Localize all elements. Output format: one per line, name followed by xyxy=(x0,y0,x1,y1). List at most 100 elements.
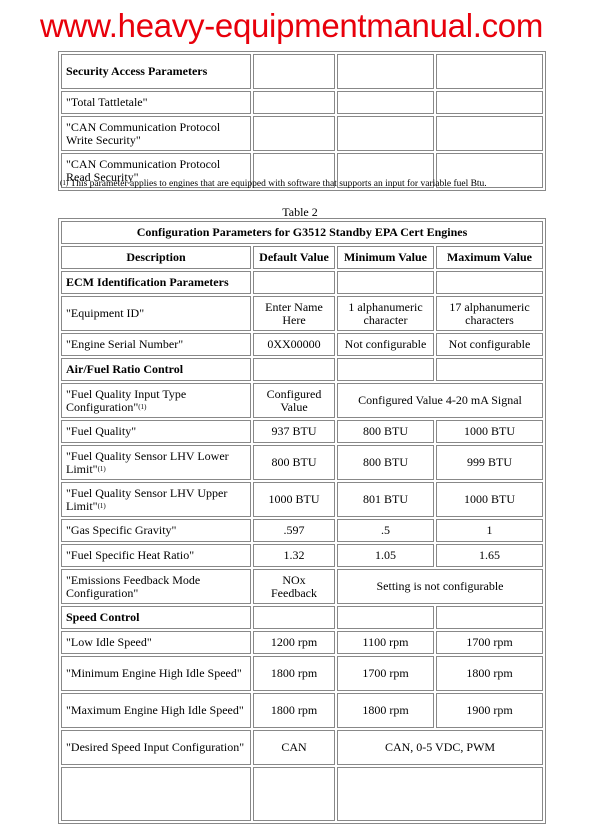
table-cell: "Minimum Engine High Idle Speed" xyxy=(61,656,251,691)
table-title: Configuration Parameters for G3512 Stand… xyxy=(61,221,543,244)
table-cell: Configured Value xyxy=(253,383,335,418)
table-cell: Enter Name Here xyxy=(253,296,335,331)
table-row: "Fuel Quality" 937 BTU 800 BTU 1000 BTU xyxy=(61,420,543,443)
table-cell: 800 BTU xyxy=(253,445,335,480)
table-cell: "Maximum Engine High Idle Speed" xyxy=(61,693,251,728)
table-row: "Fuel Quality Input Type Configuration"(… xyxy=(61,383,543,418)
table-cell: "Equipment ID" xyxy=(61,296,251,331)
footnote: (1) This parameter applies to engines th… xyxy=(60,179,487,189)
table-cell: 1100 rpm xyxy=(337,631,434,654)
table-title-row: Configuration Parameters for G3512 Stand… xyxy=(61,221,543,244)
footnote-marker: (1) xyxy=(138,402,147,411)
table-cell: "Fuel Specific Heat Ratio" xyxy=(61,544,251,567)
table-cell: "Fuel Quality Input Type Configuration"(… xyxy=(61,383,251,418)
table-cell: CAN, 0-5 VDC, PWM xyxy=(337,730,543,765)
footnote-text: This parameter applies to engines that a… xyxy=(70,179,487,189)
table-cell: 1.65 xyxy=(436,544,543,567)
table-row: "Fuel Quality Sensor LHV Upper Limit"(1)… xyxy=(61,482,543,517)
footnote-marker: (1) xyxy=(97,464,106,473)
table-cell: CAN xyxy=(253,730,335,765)
table-row: "Low Idle Speed" 1200 rpm 1100 rpm 1700 rpm xyxy=(61,631,543,654)
table-cell: Not configurable xyxy=(337,333,434,356)
table-cell: Speed Control xyxy=(61,606,251,629)
table-row: "Minimum Engine High Idle Speed" 1800 rpm… xyxy=(61,656,543,691)
table-cell xyxy=(253,358,335,381)
table-cell: Configured Value 4-20 mA Signal xyxy=(337,383,543,418)
table-cell: 999 BTU xyxy=(436,445,543,480)
footnote-marker: (1) xyxy=(97,501,106,510)
table-row: Speed Control xyxy=(61,606,543,629)
table-cell xyxy=(436,358,543,381)
table-caption: Table 2 xyxy=(282,205,318,219)
table-cell: 1700 rpm xyxy=(436,631,543,654)
table-cell: 800 BTU xyxy=(337,445,434,480)
table-row: "Maximum Engine High Idle Speed" 1800 rpm… xyxy=(61,693,543,728)
table-cell: "Fuel Quality" xyxy=(61,420,251,443)
table-row: "Desired Speed Input Configuration" CAN CA… xyxy=(61,730,543,765)
table-row: "Fuel Quality Sensor LHV Lower Limit"(1)… xyxy=(61,445,543,480)
table-cell xyxy=(253,153,335,188)
table-cell xyxy=(436,153,543,188)
header-row: Description Default Value Minimum Value … xyxy=(61,246,543,269)
table-cell: 0XX00000 xyxy=(253,333,335,356)
table-cell xyxy=(337,116,434,151)
table-cell: 1900 rpm xyxy=(436,693,543,728)
table-cell xyxy=(337,153,434,188)
table-cell xyxy=(253,54,335,89)
table-cell: 800 BTU xyxy=(337,420,434,443)
table-cell: "Total Tattletale" xyxy=(61,91,251,114)
table-cell: "Gas Specific Gravity" xyxy=(61,519,251,542)
table-cell: "Low Idle Speed" xyxy=(61,631,251,654)
table-cell: 1000 BTU xyxy=(436,420,543,443)
table-cell: "CAN Communication Protocol Write Securi… xyxy=(61,116,251,151)
table-cell xyxy=(337,271,434,294)
column-header: Maximum Value xyxy=(436,246,543,269)
table-cell xyxy=(337,606,434,629)
table-cell: NOx Feedback xyxy=(253,569,335,604)
table-cell: "CAN Communication Protocol Read Securit… xyxy=(61,153,251,188)
table-cell: .5 xyxy=(337,519,434,542)
table-cell xyxy=(253,91,335,114)
table-cell: 1.05 xyxy=(337,544,434,567)
table-row: ECM Identification Parameters xyxy=(61,271,543,294)
table-cell xyxy=(337,358,434,381)
table-cell: 1800 rpm xyxy=(436,656,543,691)
table-cell xyxy=(436,116,543,151)
table-cell: "Fuel Quality Sensor LHV Upper Limit"(1) xyxy=(61,482,251,517)
table-cell: 1000 BTU xyxy=(253,482,335,517)
table-cell: Security Access Parameters xyxy=(61,54,251,89)
table-cell xyxy=(436,606,543,629)
table-cell: 1200 rpm xyxy=(253,631,335,654)
table-cell: .597 xyxy=(253,519,335,542)
table-row: "CAN Communication Protocol Read Securit… xyxy=(61,153,543,188)
watermark: www.heavy-equipmentmanual.com xyxy=(40,7,544,44)
table-cell: 1 alphanumeric character xyxy=(337,296,434,331)
table-row: "Equipment ID" Enter Name Here 1 alphanume… xyxy=(61,296,543,331)
column-header: Description xyxy=(61,246,251,269)
table-cell xyxy=(436,54,543,89)
table-row xyxy=(61,767,543,821)
table-cell: 1700 rpm xyxy=(337,656,434,691)
table-cell: Air/Fuel Ratio Control xyxy=(61,358,251,381)
table-row: "Total Tattletale" xyxy=(61,91,543,114)
table-cell: Setting is not configurable xyxy=(337,569,543,604)
column-header: Default Value xyxy=(253,246,335,269)
table-cell: "Fuel Quality Sensor LHV Lower Limit"(1) xyxy=(61,445,251,480)
table-row: "Fuel Specific Heat Ratio" 1.32 1.05 1.65 xyxy=(61,544,543,567)
table-cell: 1000 BTU xyxy=(436,482,543,517)
table-cell: ECM Identification Parameters xyxy=(61,271,251,294)
table-cell xyxy=(436,91,543,114)
table-cell xyxy=(253,606,335,629)
table-cell: "Emissions Feedback Mode Configuration" xyxy=(61,569,251,604)
table-cell xyxy=(337,767,543,821)
table-cell: 801 BTU xyxy=(337,482,434,517)
table-cell: 1.32 xyxy=(253,544,335,567)
footnote-marker: (1) xyxy=(60,179,69,187)
table-row: "Gas Specific Gravity" .597.5 1 xyxy=(61,519,543,542)
table-cell xyxy=(436,271,543,294)
table-row: Security Access Parameters xyxy=(61,54,543,89)
table-cell: 1800 rpm xyxy=(337,693,434,728)
table-cell: "Desired Speed Input Configuration" xyxy=(61,730,251,765)
table-cell xyxy=(253,767,335,821)
table-cell: 1 xyxy=(436,519,543,542)
